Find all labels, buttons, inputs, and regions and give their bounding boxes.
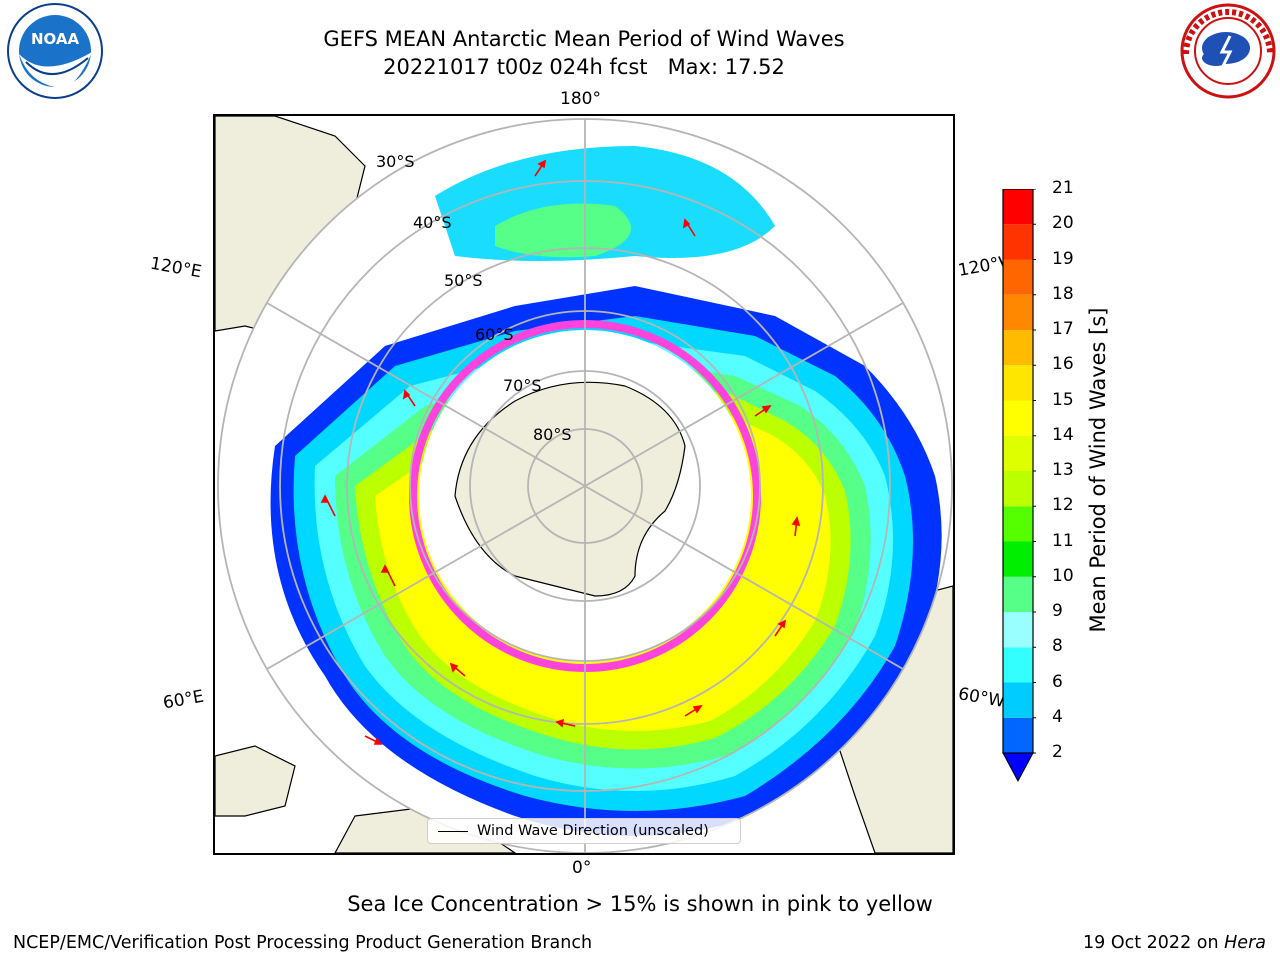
colorbar-band xyxy=(1003,435,1033,471)
colorbar-tick-label: 16 xyxy=(1052,354,1074,375)
colorbar-tick-label: 12 xyxy=(1052,495,1074,516)
polar-map xyxy=(215,116,953,853)
lat-label-60s: 60°S xyxy=(475,325,514,344)
colorbar-tick-label: 9 xyxy=(1052,601,1063,621)
colorbar-band xyxy=(1003,682,1033,718)
map-legend: Wind Wave Direction (unscaled) xyxy=(427,818,741,844)
producer-credit: NCEP/EMC/Verification Post Processing Pr… xyxy=(13,933,593,953)
lat-label-30s: 30°S xyxy=(376,152,415,171)
antarctica-land xyxy=(454,381,686,597)
map-frame xyxy=(213,114,955,855)
lon-label-180: 180° xyxy=(560,89,601,109)
system-name: Hera xyxy=(1224,933,1266,953)
graticule xyxy=(217,118,953,853)
colorbar-tick-label: 18 xyxy=(1052,283,1074,304)
chart-title: GEFS MEAN Antarctic Mean Period of Wind … xyxy=(323,27,845,51)
colorbar-band xyxy=(1003,612,1033,648)
sea-ice-note: Sea Ice Concentration > 15% is shown in … xyxy=(347,892,933,916)
colorbar-tick-label: 13 xyxy=(1052,460,1074,480)
colorbar-tick-label: 15 xyxy=(1052,389,1074,410)
colorbar-tick-label: 14 xyxy=(1052,424,1074,445)
wave-direction-arrows xyxy=(320,159,801,745)
colorbar-tick-label: 4 xyxy=(1052,706,1063,727)
lat-label-70s: 70°S xyxy=(503,376,542,395)
colorbar-band xyxy=(1003,576,1033,612)
lat-label-50s: 50°S xyxy=(444,271,483,290)
colorbar-ticks xyxy=(1033,189,1036,754)
colorbar-band xyxy=(1003,365,1033,401)
colorbar-tick-label: 10 xyxy=(1052,565,1074,586)
colorbar xyxy=(1002,189,1036,783)
colorbar-band xyxy=(1003,259,1033,295)
lon-label-120e: 120°E xyxy=(148,253,204,283)
generation-date: 19 Oct 2022 on Hera xyxy=(1083,933,1266,953)
colorbar-tick-label: 19 xyxy=(1052,248,1074,269)
chart-subtitle: 20221017 t00z 024h fcst Max: 17.52 xyxy=(383,55,785,79)
colorbar-bands xyxy=(1003,189,1033,753)
colorbar-under-triangle xyxy=(1002,752,1034,783)
colorbar-band xyxy=(1003,294,1033,330)
colorbar-tick-label: 2 xyxy=(1052,742,1063,762)
colorbar-band xyxy=(1003,189,1033,225)
colorbar-band xyxy=(1003,717,1033,753)
lon-label-60w: 60°W xyxy=(956,684,1007,712)
colorbar-tick-label: 11 xyxy=(1052,530,1074,551)
lat-label-80s: 80°S xyxy=(533,425,572,444)
colorbar-tick-label: 20 xyxy=(1052,213,1074,234)
noaa-text: NOAA xyxy=(31,30,80,48)
legend-label: Wind Wave Direction (unscaled) xyxy=(477,823,709,839)
colorbar-band xyxy=(1003,471,1033,507)
noaa-logo: NOAA xyxy=(7,3,103,99)
colorbar-tick-label: 6 xyxy=(1052,671,1063,692)
colorbar-tick-label: 21 xyxy=(1052,178,1074,198)
colorbar-band xyxy=(1003,330,1033,366)
colorbar-band xyxy=(1003,400,1033,436)
colorbar-band xyxy=(1003,541,1033,577)
colorbar-band xyxy=(1003,506,1033,542)
date-text: 19 Oct 2022 on xyxy=(1083,933,1225,953)
colorbar-tick-label: 17 xyxy=(1052,319,1074,339)
lat-label-40s: 40°S xyxy=(413,213,452,232)
national-weather-service-logo xyxy=(1180,3,1276,99)
colorbar-band xyxy=(1003,224,1033,260)
legend-line-swatch xyxy=(438,830,468,832)
lon-label-0: 0° xyxy=(572,858,592,878)
colorbar-band xyxy=(1003,647,1033,683)
lon-label-60e: 60°E xyxy=(161,686,206,714)
colorbar-tick-label: 8 xyxy=(1052,636,1063,657)
colorbar-label: Mean Period of Wind Waves [s] xyxy=(1086,307,1110,633)
